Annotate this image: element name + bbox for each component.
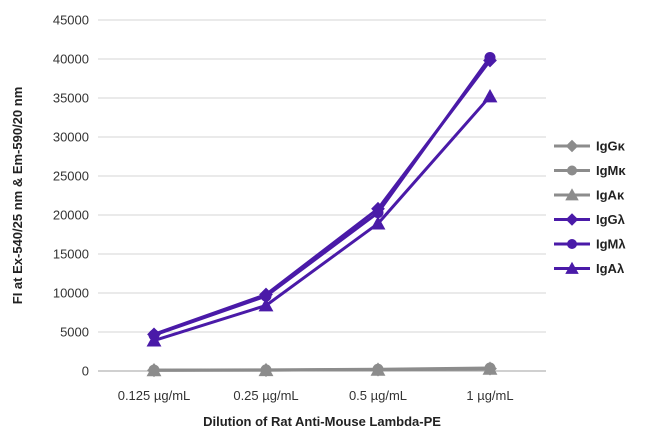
series-2 — [146, 361, 498, 377]
data-point — [567, 239, 577, 249]
x-tick-label: 0.125 µg/mL — [118, 388, 191, 403]
data-point — [372, 207, 384, 219]
legend-item: IgMλ — [554, 237, 626, 252]
y-tick-label: 25000 — [53, 169, 89, 184]
series-line — [153, 367, 491, 372]
y-tick-label: 40000 — [53, 52, 89, 67]
data-point — [260, 290, 272, 302]
legend-label: IgAλ — [596, 261, 625, 276]
x-axis-ticks: 0.125 µg/mL 0.25 µg/mL 0.5 µg/mL 1 µg/mL — [118, 388, 514, 403]
series-5 — [146, 89, 498, 347]
legend-item: IgGλ — [554, 212, 626, 227]
series-3 — [147, 53, 497, 342]
y-tick-label: 10000 — [53, 286, 89, 301]
y-tick-label: 45000 — [53, 13, 89, 28]
data-point — [258, 298, 274, 312]
y-tick-label: 20000 — [53, 208, 89, 223]
data-point — [370, 362, 386, 376]
y-axis-title: FI at Ex-540/25 nm & Em-590/20 nm — [10, 87, 25, 304]
series-4 — [148, 51, 496, 341]
y-axis-ticks: 0 5000 10000 15000 20000 25000 30000 35000 40000… — [53, 13, 89, 379]
legend-item: IgGκ — [554, 139, 626, 154]
data-point — [146, 333, 162, 347]
data-point — [484, 51, 496, 63]
y-tick-label: 0 — [82, 364, 89, 379]
legend-label: IgGκ — [596, 139, 626, 154]
data-point — [482, 89, 498, 103]
y-tick-label: 5000 — [60, 325, 89, 340]
legend-label: IgAκ — [596, 188, 625, 203]
data-point — [567, 165, 577, 176]
data-point — [565, 213, 579, 226]
series-line — [153, 95, 492, 343]
legend-label: IgGλ — [596, 212, 626, 227]
legend: IgGκ IgMκ IgAκ IgGλ IgMλ IgAλ — [554, 139, 626, 276]
x-tick-label: 0.25 µg/mL — [233, 388, 298, 403]
data-point — [565, 139, 579, 153]
y-tick-label: 35000 — [53, 91, 89, 106]
x-tick-label: 0.5 µg/mL — [349, 388, 407, 403]
data-point — [565, 188, 579, 201]
data-point — [258, 362, 274, 377]
data-point — [482, 361, 498, 375]
x-axis-title: Dilution of Rat Anti-Mouse Lambda-PE — [203, 414, 441, 429]
data-point — [370, 216, 386, 230]
series-lines — [146, 51, 498, 378]
data-point — [146, 362, 162, 377]
data-point — [565, 261, 579, 274]
series-line — [153, 56, 492, 337]
y-tick-label: 15000 — [53, 247, 89, 262]
legend-item: IgAκ — [554, 188, 625, 203]
y-tick-label: 30000 — [53, 130, 89, 145]
legend-item: IgAλ — [554, 261, 625, 276]
legend-label: IgMλ — [596, 237, 626, 252]
legend-item: IgMκ — [554, 163, 626, 178]
legend-label: IgMκ — [596, 163, 626, 178]
x-tick-label: 1 µg/mL — [466, 388, 513, 403]
gridlines — [98, 19, 546, 333]
